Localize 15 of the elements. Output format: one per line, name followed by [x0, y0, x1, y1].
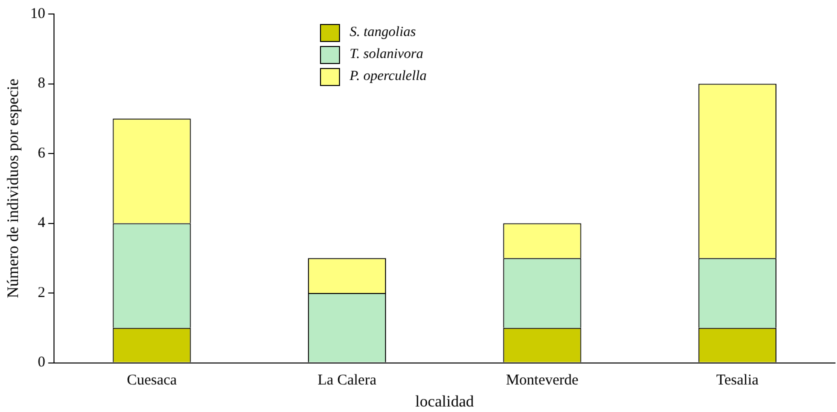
x-tick-label: Tesalia — [716, 372, 759, 389]
y-tick-label: 2 — [38, 284, 46, 301]
legend-label: P. operculella — [350, 69, 427, 85]
y-tick-label: 6 — [38, 145, 46, 162]
x-axis-title: localidad — [415, 394, 474, 411]
y-axis-title: Número de individuos por especie — [4, 78, 22, 298]
legend-label: T. solanivora — [350, 47, 424, 63]
y-tick-label: 4 — [38, 215, 46, 232]
y-tick-label: 10 — [30, 6, 46, 22]
legend-label: S. tangolias — [350, 25, 416, 41]
x-tick-label: Cuesaca — [126, 372, 178, 389]
y-tick-label: 0 — [38, 354, 46, 371]
x-tick-label: La Calera — [318, 372, 377, 389]
y-tick-label: 8 — [38, 76, 46, 92]
x-tick-label: Monteverde — [506, 372, 579, 389]
